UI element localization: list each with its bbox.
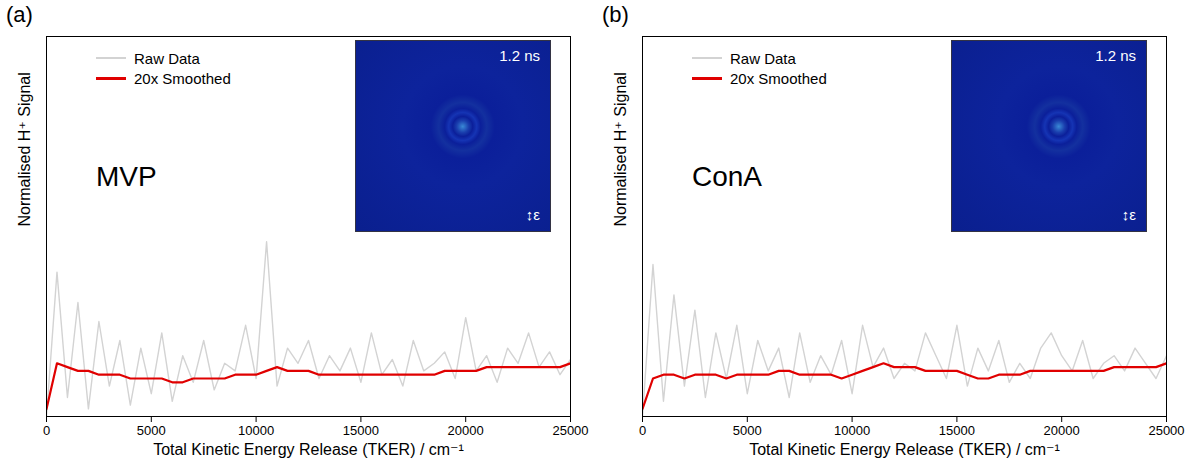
svg-text:10000: 10000 [238, 423, 274, 438]
svg-text:20000: 20000 [448, 423, 484, 438]
svg-text:25000: 25000 [1148, 423, 1184, 438]
svg-text:Total Kinetic Energy Release (: Total Kinetic Energy Release (TKER) / cm… [749, 441, 1060, 458]
html-text:Raw Data: Raw Data [730, 49, 796, 67]
html-text:ConA: ConA [692, 161, 762, 192]
html-text:20x Smoothed: 20x Smoothed [134, 69, 231, 87]
svg-text:20000: 20000 [1044, 423, 1080, 438]
html-text:1.2 ns: 1.2 ns [1095, 47, 1136, 64]
svg-text:Total Kinetic Energy Release (: Total Kinetic Energy Release (TKER) / cm… [153, 441, 464, 458]
svg-text:Normalised H⁺ Signal: Normalised H⁺ Signal [16, 72, 33, 226]
svg-text:Normalised H⁺ Signal: Normalised H⁺ Signal [612, 72, 629, 226]
html-text:Raw Data: Raw Data [134, 49, 200, 67]
html-text:1.2 ns: 1.2 ns [499, 47, 540, 64]
html-text:MVP: MVP [96, 161, 157, 192]
svg-text:5000: 5000 [137, 423, 166, 438]
html-text:↕ε: ↕ε [1121, 206, 1136, 223]
svg-text:5000: 5000 [733, 423, 762, 438]
svg-text:10000: 10000 [834, 423, 870, 438]
html-text:20x Smoothed: 20x Smoothed [730, 69, 827, 87]
svg-text:15000: 15000 [939, 423, 975, 438]
svg-text:25000: 25000 [552, 423, 588, 438]
html-text:↕ε: ↕ε [525, 206, 540, 223]
svg-text:0: 0 [43, 423, 50, 438]
svg-text:15000: 15000 [343, 423, 379, 438]
html-text:(a): (a) [6, 2, 33, 27]
svg-text:0: 0 [639, 423, 646, 438]
html-text:(b): (b) [602, 2, 629, 27]
